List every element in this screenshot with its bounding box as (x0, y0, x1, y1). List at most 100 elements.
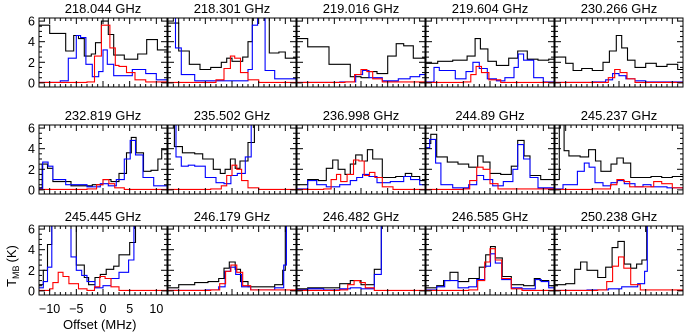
panel-ticks (554, 125, 684, 194)
series-blue-line (39, 226, 167, 289)
panel-series (39, 136, 167, 190)
panel-title: 218.301 GHz (194, 1, 271, 16)
y-tick-label: 2 (28, 163, 35, 177)
panel-ticks (425, 125, 555, 194)
series-black-line (168, 226, 296, 289)
series-black-line (39, 20, 167, 60)
panel-title: 235.502 GHz (194, 108, 271, 123)
panel-frame (38, 225, 168, 296)
y-axis-label-unit: (K) (4, 245, 19, 262)
y-axis-label-sub: MB (11, 265, 21, 279)
panel-frame (425, 17, 555, 88)
series-black-line (297, 226, 425, 290)
panel-ticks (296, 226, 426, 295)
y-tick-label: 6 (28, 223, 35, 237)
panel-series (168, 125, 296, 190)
panel-title: 250.238 GHz (581, 209, 658, 224)
panel-series (168, 18, 296, 83)
panel: 246.585 GHz (425, 209, 555, 296)
panel: 232.819 GHz 0 2 4 6 (28, 108, 168, 197)
panel-ticks (167, 125, 297, 194)
panel-series (555, 125, 683, 190)
panel-series (297, 149, 425, 190)
series-red-line (426, 166, 554, 190)
panel: 245.445 GHz 0 2 4 6 (28, 209, 168, 298)
y-tick-label: 0 (28, 183, 35, 197)
panel-ticks (38, 125, 168, 194)
series-red-line (297, 159, 425, 190)
panel-title: 244.89 GHz (455, 108, 524, 123)
panel-title: 245.237 GHz (581, 108, 658, 123)
panel-series (168, 226, 296, 291)
panel: 244.89 GHz (425, 108, 555, 195)
series-black-line (297, 149, 425, 186)
panel-title: 246.179 GHz (194, 209, 271, 224)
series-black-line (297, 38, 425, 79)
series-blue-line (297, 226, 425, 291)
series-blue-line (297, 69, 425, 83)
panel-ticks (167, 226, 297, 295)
y-tick-label: 6 (28, 15, 35, 29)
panel-ticks (38, 18, 168, 87)
y-tick-label: 4 (28, 35, 35, 49)
series-blue-line (168, 18, 296, 82)
panel: 245.237 GHz (554, 108, 684, 195)
series-red-line (297, 68, 425, 83)
y-tick-label: 4 (28, 142, 35, 156)
panel-ticks (296, 18, 426, 87)
series-black-line (555, 226, 683, 286)
series-blue-line (426, 138, 554, 190)
panel: 236.998 GHz (296, 108, 426, 195)
series-black-line (555, 125, 683, 181)
panel: 218.044 GHz 0 2 4 6 (28, 1, 168, 90)
panel: 219.016 GHz (296, 1, 426, 88)
panel-title: 230.266 GHz (581, 1, 658, 16)
panel-ticks (554, 226, 684, 295)
x-tick-label: −10 (39, 302, 60, 316)
series-red-line (168, 55, 296, 83)
y-axis-label: TMB (K) (4, 245, 21, 287)
y-axis-label-main: T (4, 279, 19, 287)
x-tick-label: 0 (100, 302, 107, 316)
panel: 246.482 GHz (296, 209, 426, 296)
panel-series (426, 133, 554, 190)
series-blue-line (39, 139, 167, 190)
series-blue-line (168, 226, 296, 291)
panel-series (426, 246, 554, 291)
series-red-line (39, 179, 167, 190)
series-blue-line (426, 253, 554, 291)
x-tick-label: −5 (69, 302, 83, 316)
panel-title: 246.482 GHz (323, 209, 400, 224)
panel: 219.604 GHz (425, 1, 555, 88)
panel: 235.502 GHz (167, 108, 297, 195)
series-blue-line (297, 173, 425, 190)
panel-series (39, 20, 167, 83)
panel-title: 219.604 GHz (452, 1, 529, 16)
panel-title: 219.016 GHz (323, 1, 400, 16)
panel-title: 245.445 GHz (65, 209, 142, 224)
panel-grid: 218.044 GHz 0 2 4 6 218.301 GHz 219.016 GHz 219… (28, 1, 684, 298)
panel-series (426, 38, 554, 83)
series-black-line (555, 34, 683, 72)
series-red-line (555, 256, 683, 291)
panel-series (555, 226, 683, 291)
series-black-line (168, 18, 296, 71)
panel-ticks (167, 18, 297, 87)
series-blue-line (168, 125, 296, 185)
y-tick-label: 0 (28, 284, 35, 298)
series-red-line (426, 65, 554, 83)
panel-ticks (425, 18, 555, 87)
panel: 230.266 GHz (554, 1, 684, 88)
panel-series (297, 226, 425, 291)
series-red-line (39, 24, 167, 83)
series-red-line (168, 164, 296, 190)
x-tick-label: 10 (149, 302, 163, 316)
y-tick-label: 4 (28, 243, 35, 257)
panel-series (555, 34, 683, 83)
series-black-line (426, 133, 554, 182)
panel: 218.301 GHz (167, 1, 297, 88)
series-red-line (555, 68, 683, 83)
panel: 250.238 GHz (554, 209, 684, 296)
panel-ticks (38, 226, 168, 295)
